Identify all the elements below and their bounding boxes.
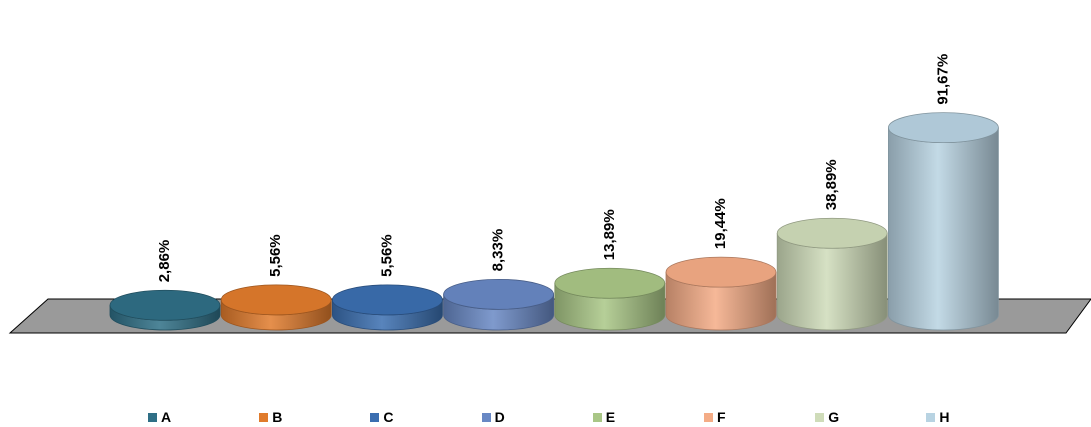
- legend-label: A: [161, 409, 172, 425]
- bar-h: [888, 112, 999, 331]
- legend-label: B: [272, 409, 283, 425]
- data-label: 2,86%: [156, 240, 173, 283]
- legend-label: D: [494, 409, 505, 425]
- legend-item: B: [259, 409, 282, 425]
- bar-top: [665, 256, 777, 288]
- legend-item: H: [926, 409, 950, 425]
- legend-item: A: [148, 409, 171, 425]
- legend-swatch: [592, 412, 602, 422]
- bar-body: [888, 127, 999, 331]
- bar-b: [220, 284, 332, 331]
- legend-swatch: [704, 412, 713, 422]
- bar-g: [776, 217, 888, 331]
- bar-a: [109, 289, 221, 331]
- legend-swatch: [148, 412, 157, 422]
- chart: 2,86% 5,56% 5,56% 8,33% 13,89% 19,44% 38,89% 91…: [8, 54, 1091, 334]
- data-label: 13,89%: [601, 209, 618, 260]
- legend-swatch: [815, 412, 825, 422]
- data-label: 5,56%: [267, 234, 284, 277]
- legend-swatch: [926, 412, 936, 422]
- bar-top: [443, 278, 555, 310]
- bar-f: [665, 256, 777, 331]
- bar-c: [331, 284, 443, 331]
- bar-top: [220, 284, 332, 316]
- legend-label: H: [939, 409, 950, 425]
- bar-e: [554, 267, 666, 331]
- legend-item: C: [370, 409, 394, 425]
- legend-swatch: [370, 412, 380, 422]
- legend-label: G: [828, 409, 840, 425]
- data-label: 91,67%: [934, 54, 951, 105]
- legend: A B C D E F G H: [0, 409, 1091, 427]
- data-label: 38,89%: [823, 159, 840, 210]
- data-label: 19,44%: [712, 198, 729, 249]
- legend-item: G: [815, 409, 839, 425]
- legend-swatch: [259, 412, 269, 422]
- legend-label: E: [605, 409, 616, 425]
- bar-top: [331, 284, 443, 316]
- bar-d: [443, 278, 555, 331]
- data-label: 8,33%: [490, 229, 507, 272]
- bar-top: [888, 112, 999, 144]
- data-label: 5,56%: [378, 234, 395, 277]
- bar-top: [554, 267, 666, 299]
- legend-label: F: [717, 409, 726, 425]
- legend-swatch: [481, 412, 491, 422]
- legend-item: E: [592, 409, 616, 425]
- legend-item: D: [481, 409, 505, 425]
- legend-label: C: [383, 409, 394, 425]
- bar-top: [776, 217, 888, 249]
- legend-item: F: [704, 409, 726, 425]
- bar-top: [109, 289, 221, 321]
